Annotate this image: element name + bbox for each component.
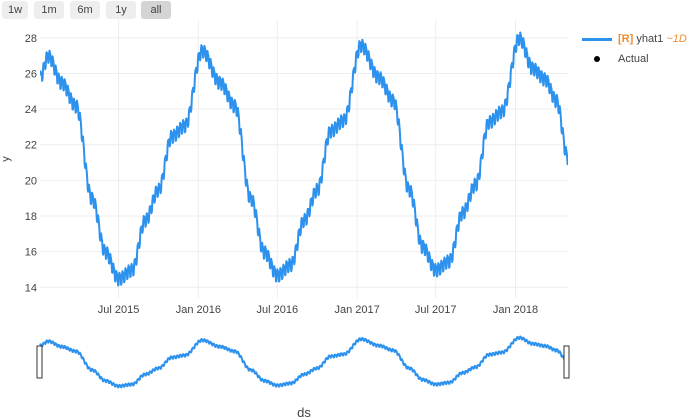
range-slider-right-handle[interactable]	[563, 345, 570, 379]
x-tick-label: Jan 2018	[493, 304, 538, 316]
y-tick-labels: 14 16 18 20 22 24 26 28	[25, 33, 37, 294]
range-button-1y[interactable]: 1y	[106, 1, 136, 19]
x-tick-label: Jul 2016	[257, 304, 299, 316]
range-slider-series-line	[39, 335, 569, 389]
y-axis-title: y	[0, 156, 12, 162]
legend-line-swatch	[582, 38, 612, 41]
plot-area[interactable]	[40, 20, 568, 298]
gridlines	[40, 20, 568, 298]
y-tick-label: 20	[25, 175, 37, 187]
x-tick-label: Jul 2017	[415, 304, 457, 316]
range-button-6m[interactable]: 6m	[70, 1, 100, 19]
x-tick-label: Jan 2016	[176, 304, 221, 316]
x-axis-title: ds	[297, 405, 311, 420]
y-tick-label: 14	[25, 282, 37, 294]
legend-label-actual: Actual	[618, 53, 649, 65]
legend-dot-swatch	[594, 56, 600, 62]
range-button-all[interactable]: all	[141, 1, 171, 19]
range-slider-left-handle[interactable]	[36, 345, 43, 379]
y-tick-label: 26	[25, 68, 37, 80]
y-tick-label: 22	[25, 140, 37, 152]
y-tick-label: 16	[25, 247, 37, 259]
legend-label-yhat1: [R] yhat1 ~1D	[618, 31, 687, 47]
y-tick-label: 18	[25, 211, 37, 223]
x-tick-label: Jan 2017	[335, 304, 380, 316]
y-tick-label: 24	[25, 104, 37, 116]
legend-series-frequency: ~1D	[666, 33, 687, 45]
range-slider[interactable]	[36, 330, 570, 394]
x-tick-labels: Jul 2015 Jan 2016 Jul 2016 Jan 2017 Jul 2017…	[98, 304, 538, 316]
legend-series-tag: [R]	[618, 33, 634, 45]
x-tick-label: Jul 2015	[98, 304, 140, 316]
range-button-1m[interactable]: 1m	[34, 1, 64, 19]
y-tick-label: 28	[25, 33, 37, 45]
range-button-1w[interactable]: 1w	[2, 1, 28, 19]
legend-series-name: yhat1	[636, 33, 664, 45]
series-line-yhat1[interactable]	[40, 31, 568, 287]
